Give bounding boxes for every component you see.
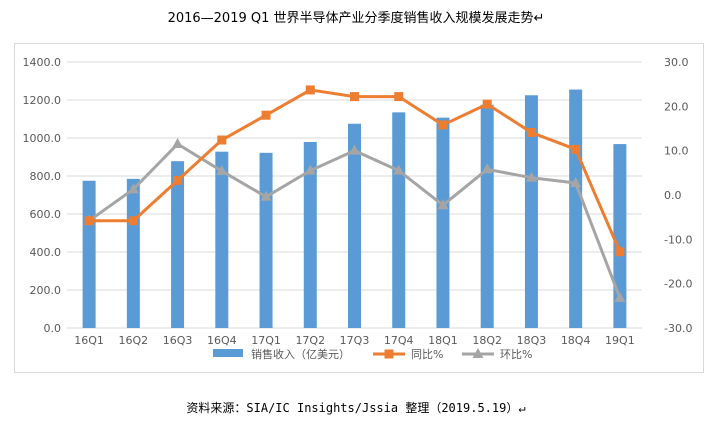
- chart-title: 2016—2019 Q1 世界半导体产业分季度销售收入规模发展走势↵: [167, 11, 545, 26]
- point-yoy: [482, 99, 492, 109]
- point-yoy: [394, 92, 404, 102]
- point-yoy: [173, 175, 183, 185]
- point-qoq: [481, 163, 493, 174]
- bar-sales-revenue: [569, 89, 583, 328]
- point-qoq: [525, 171, 537, 182]
- point-yoy: [305, 85, 315, 95]
- bar-sales-revenue: [480, 104, 494, 328]
- point-qoq: [260, 190, 272, 201]
- point-yoy: [84, 216, 94, 226]
- left-axis-tick-label: 200.0: [30, 284, 62, 297]
- point-qoq: [216, 165, 228, 176]
- left-axis-tick-label: 600.0: [30, 208, 62, 221]
- x-axis-tick-label: 19Q1: [605, 334, 635, 347]
- x-axis-tick-label: 16Q2: [119, 334, 149, 347]
- x-axis-tick-label: 17Q3: [340, 334, 370, 347]
- left-axis-tick-label: 1400.0: [23, 56, 62, 69]
- point-yoy: [128, 216, 138, 226]
- point-qoq: [614, 291, 626, 302]
- point-yoy: [615, 247, 625, 257]
- bar-sales-revenue: [436, 117, 450, 328]
- bar-sales-revenue: [392, 112, 406, 328]
- x-axis-tick-label: 16Q1: [74, 334, 104, 347]
- point-yoy: [571, 144, 581, 154]
- bar-sales-revenue: [613, 144, 627, 328]
- left-axis-tick-label: 400.0: [30, 246, 62, 259]
- point-yoy: [217, 135, 227, 145]
- point-qoq: [304, 164, 316, 175]
- x-axis-tick-label: 17Q2: [295, 334, 325, 347]
- point-yoy: [350, 92, 359, 102]
- x-axis-tick-label: 16Q3: [163, 334, 193, 347]
- point-yoy: [526, 127, 536, 137]
- left-axis-tick-label: 1000.0: [23, 132, 62, 145]
- legend-swatch-sales: [213, 349, 243, 357]
- point-qoq: [393, 164, 405, 175]
- x-axis-tick-label: 18Q3: [517, 334, 547, 347]
- bar-sales-revenue: [303, 141, 317, 328]
- right-axis-tick-label: 20.0: [664, 100, 689, 113]
- legend-label-yoy: 同比%: [411, 348, 443, 361]
- point-qoq: [172, 138, 184, 149]
- bar-sales-revenue: [259, 152, 273, 328]
- bar-sales-revenue: [215, 151, 229, 328]
- right-axis-tick-label: -20.0: [664, 278, 692, 291]
- x-axis-tick-label: 17Q4: [384, 334, 414, 347]
- x-axis-tick-label: 18Q4: [561, 334, 591, 347]
- legend-label-sales: 销售收入（亿美元）: [251, 347, 350, 361]
- source-note: 资料来源：SIA/IC Insights/Jssia 整理（2019.5.19）…: [186, 401, 526, 415]
- right-axis-tick-label: -30.0: [664, 322, 692, 335]
- point-qoq: [570, 177, 582, 188]
- chart-frame: 0.0 200.0 400.0 600.0 800.0 1000.0 1200.0 1400.…: [14, 43, 704, 373]
- x-axis-tick-label: 18Q2: [472, 334, 502, 347]
- x-axis-tick-label: 17Q1: [251, 334, 281, 347]
- legend-label-qoq: 环比%: [500, 348, 532, 361]
- left-axis-tick-label: 1200.0: [23, 94, 62, 107]
- legend-marker-yoy: [384, 349, 394, 359]
- bar-sales-revenue: [348, 123, 361, 328]
- left-axis-tick-label: 0.0: [44, 322, 62, 335]
- right-axis-tick-label: 30.0: [664, 56, 689, 69]
- x-axis-tick-label: 16Q4: [207, 334, 237, 347]
- bar-sales-revenue: [171, 161, 185, 328]
- right-axis-tick-label: 10.0: [664, 145, 689, 158]
- bar-sales-revenue: [524, 95, 538, 328]
- bar-sales-revenue: [82, 180, 96, 328]
- point-qoq: [437, 199, 449, 210]
- bar-sales-revenue: [126, 178, 140, 328]
- right-axis-tick-label: 0.0: [664, 189, 682, 202]
- point-yoy: [261, 110, 271, 120]
- left-axis-tick-label: 800.0: [30, 170, 62, 183]
- chart-canvas: 0.0 200.0 400.0 600.0 800.0 1000.0 1200.0 1400.…: [23, 56, 693, 361]
- legend-marker-qoq: [472, 348, 484, 358]
- right-axis-tick-label: -10.0: [664, 233, 692, 246]
- point-qoq: [349, 144, 360, 155]
- point-yoy: [438, 120, 448, 130]
- x-axis-tick-label: 18Q1: [428, 334, 458, 347]
- point-qoq: [127, 183, 139, 194]
